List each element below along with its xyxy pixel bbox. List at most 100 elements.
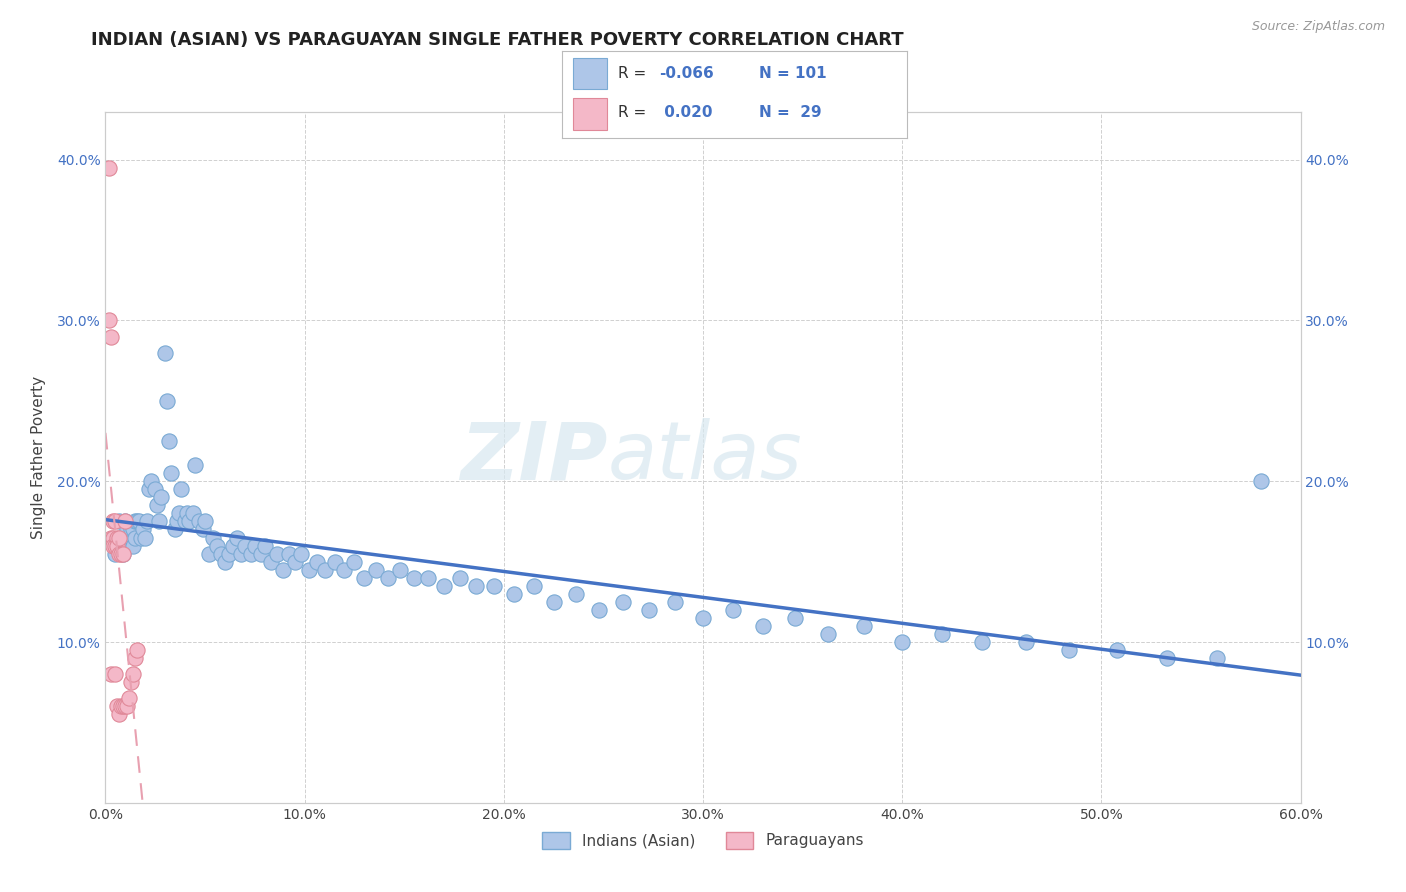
Point [174,515,197,529]
Point [222,539,245,553]
Point [433,579,456,593]
Point [751,619,773,633]
Point [132,523,155,537]
Point [150,491,173,505]
Point [124,531,146,545]
Point [502,587,524,601]
Point [120,531,142,545]
Point [120,675,142,690]
Point [853,619,876,633]
Point [128,515,150,529]
Point [229,547,252,561]
Point [225,531,249,545]
Point [108,707,131,722]
Point [100,531,122,545]
Point [404,571,426,585]
Point [198,547,221,561]
Point [194,515,217,529]
Text: Source: ZipAtlas.com: Source: ZipAtlas.com [1251,20,1385,33]
Point [343,555,366,569]
Text: N = 101: N = 101 [759,66,827,80]
Point [239,547,262,561]
Point [110,547,132,561]
Point [184,458,207,473]
Point [260,555,283,569]
Point [218,547,240,561]
Point [314,563,336,577]
Point [564,587,586,601]
Text: atlas: atlas [607,418,803,496]
Point [214,555,236,569]
Point [333,563,356,577]
Point [243,539,266,553]
Point [108,547,131,561]
Point [1059,643,1081,657]
Point [112,699,135,714]
Point [103,515,125,529]
Point [277,547,299,561]
Point [418,571,440,585]
Point [970,635,993,649]
Point [271,563,294,577]
Point [290,547,312,561]
Point [107,539,129,553]
Point [167,507,190,521]
Point [323,555,346,569]
Text: N =  29: N = 29 [759,105,821,120]
Point [664,595,686,609]
Point [122,523,145,537]
Point [523,579,546,593]
Point [107,699,129,714]
Point [107,531,129,545]
Point [120,523,142,537]
Point [612,595,634,609]
Y-axis label: Single Father Poverty: Single Father Poverty [31,376,45,539]
FancyBboxPatch shape [572,58,607,89]
Point [305,555,328,569]
Point [202,531,225,545]
Point [931,627,953,641]
Text: ZIP: ZIP [460,418,607,496]
Point [250,547,273,561]
Point [136,515,159,529]
Point [127,515,149,529]
Point [124,651,146,665]
Point [783,611,806,625]
Point [153,345,177,359]
Point [138,483,160,497]
Text: R =: R = [617,105,645,120]
Point [98,313,121,327]
Point [104,539,127,553]
Point [638,603,661,617]
Point [117,523,139,537]
Legend: Indians (Asian), Paraguayans: Indians (Asian), Paraguayans [536,826,870,855]
Point [118,691,141,706]
FancyBboxPatch shape [572,98,607,129]
Point [112,547,135,561]
Point [449,571,471,585]
Point [103,539,125,553]
Point [692,611,714,625]
Point [284,555,307,569]
Point [366,563,388,577]
Point [266,547,288,561]
Point [1107,643,1129,657]
Text: -0.066: -0.066 [659,66,714,80]
Point [353,571,375,585]
Point [176,507,198,521]
Point [482,579,505,593]
Point [181,507,204,521]
Point [148,515,170,529]
Point [188,515,211,529]
Point [297,563,319,577]
Point [389,563,412,577]
Point [377,571,399,585]
Point [170,483,193,497]
Point [1014,635,1036,649]
Point [129,531,153,545]
Point [122,539,145,553]
Point [103,531,125,545]
Point [118,539,141,553]
Point [205,539,228,553]
Point [100,667,122,681]
